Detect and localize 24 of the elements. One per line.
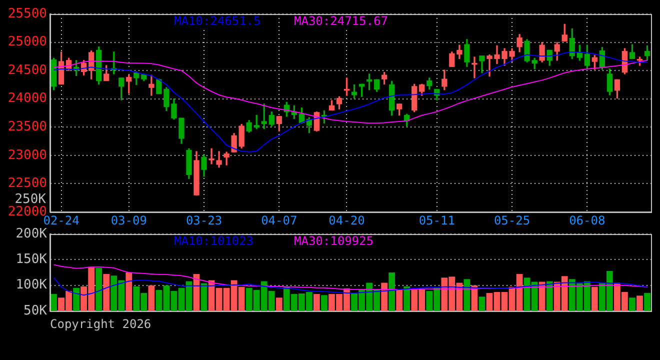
y-tick-label: 23500 xyxy=(8,120,47,135)
y-tick-label: 24500 xyxy=(8,62,47,78)
y-tick-label: 25000 xyxy=(8,34,47,50)
x-tick-label: 05-11 xyxy=(418,213,455,228)
text: MA30:24715.67 xyxy=(294,14,388,28)
x-tick-label: 04-07 xyxy=(261,213,298,228)
y-tick-label: 100K xyxy=(16,278,48,293)
x-tick-label: 05-25 xyxy=(494,213,530,228)
y-tick-label: 50K xyxy=(24,303,48,318)
y-tick-label: 22500 xyxy=(8,176,47,192)
x-tick-label: 04-20 xyxy=(328,213,365,228)
x-tick-label: 03-23 xyxy=(186,213,222,228)
y-tick-label: 150K xyxy=(16,252,48,268)
y-tick-label: 25500 xyxy=(8,6,47,22)
text: MA30:109925 xyxy=(294,234,374,248)
text: 250K xyxy=(14,192,46,207)
y-tick-label: 23000 xyxy=(8,148,47,163)
text: Copyright 2026 xyxy=(50,317,152,332)
y-tick-label: 24000 xyxy=(8,91,47,106)
y-tick-label: 200K xyxy=(16,226,48,242)
x-tick-label: 06-08 xyxy=(569,213,606,228)
text: MA10:101023 xyxy=(174,234,254,248)
x-tick-label: 03-09 xyxy=(110,213,147,228)
text: MA10:24651.5 xyxy=(174,14,261,28)
